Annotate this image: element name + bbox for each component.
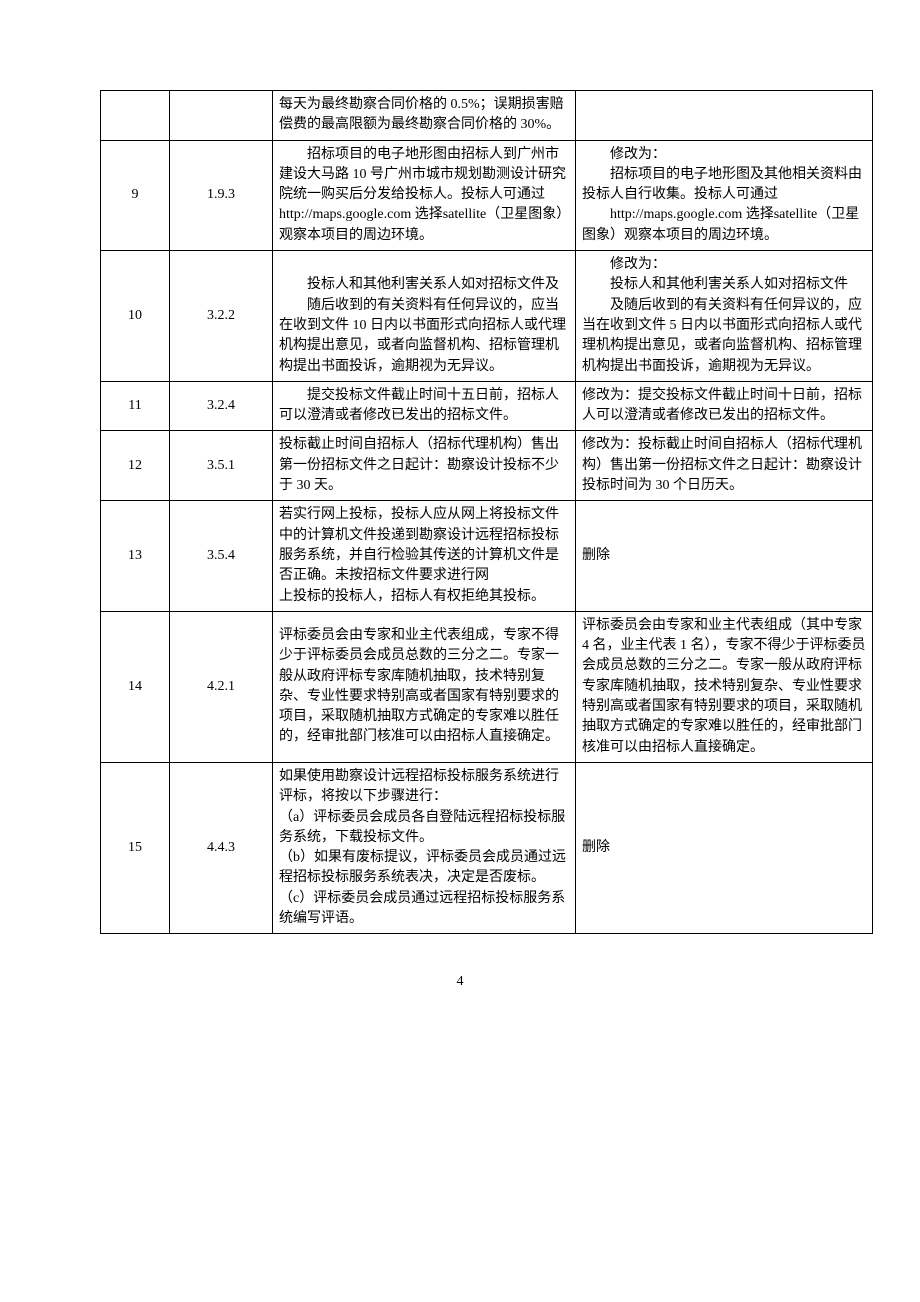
cell-modified: 修改为： 招标项目的电子地形图及其他相关资料由投标人自行收集。投标人可通过 ht… [576,140,873,250]
orig-para: http://maps.google.com 选择satellite（卫星图象）… [279,207,563,242]
cell-num [101,91,170,141]
table-row: 12 3.5.1 投标截止时间自招标人（招标代理机构）售出第一份招标文件之日起计… [101,431,873,501]
cell-num: 10 [101,251,170,382]
cell-modified: 修改为：投标截止时间自招标人（招标代理机构）售出第一份招标文件之日起计：勘察设计… [576,431,873,501]
cell-num: 15 [101,762,170,933]
mod-para: 招标项目的电子地形图及其他相关资料由投标人自行收集。投标人可通过 [582,165,866,206]
cell-modified: 删除 [576,762,873,933]
cell-section [170,91,273,141]
cell-section: 4.2.1 [170,611,273,762]
cell-section: 3.5.4 [170,501,273,611]
mod-para: http://maps.google.com 选择satellite（卫星图象）… [582,207,859,242]
mod-para: 投标人和其他利害关系人如对招标文件 [582,275,866,295]
table-row: 15 4.4.3 如果使用勘察设计远程招标投标服务系统进行评标，将按以下步骤进行… [101,762,873,933]
orig-para: 提交投标文件截止时间十五日前，招标人可以澄清或者修改已发出的招标文件。 [279,386,569,427]
cell-original: 若实行网上投标，投标人应从网上将投标文件中的计算机文件投递到勘察设计远程招标投标… [273,501,576,611]
cell-section: 3.2.4 [170,381,273,431]
cell-num: 13 [101,501,170,611]
cell-original: 提交投标文件截止时间十五日前，招标人可以澄清或者修改已发出的招标文件。 [273,381,576,431]
cell-num: 9 [101,140,170,250]
table-row: 10 3.2.2 投标人和其他利害关系人如对招标文件及 随后收到的有关资料有任何… [101,251,873,382]
table-row: 每天为最终勘察合同价格的 0.5%；误期损害赔偿费的最高限额为最终勘察合同价格的… [101,91,873,141]
cell-original: 如果使用勘察设计远程招标投标服务系统进行评标，将按以下步骤进行： （a）评标委员… [273,762,576,933]
cell-num: 12 [101,431,170,501]
orig-para: 招标项目的电子地形图由招标人到广州市建设大马路 10 号广州市城市规划勘测设计研… [279,145,569,206]
cell-section: 1.9.3 [170,140,273,250]
cell-original: 招标项目的电子地形图由招标人到广州市建设大马路 10 号广州市城市规划勘测设计研… [273,140,576,250]
table-row: 13 3.5.4 若实行网上投标，投标人应从网上将投标文件中的计算机文件投递到勘… [101,501,873,611]
cell-modified [576,91,873,141]
cell-section: 4.4.3 [170,762,273,933]
cell-original: 投标截止时间自招标人（招标代理机构）售出第一份招标文件之日起计：勘察设计投标不少… [273,431,576,501]
cell-original: 投标人和其他利害关系人如对招标文件及 随后收到的有关资料有任何异议的，应当在收到… [273,251,576,382]
mod-label: 修改为： [582,145,866,165]
cell-original: 每天为最终勘察合同价格的 0.5%；误期损害赔偿费的最高限额为最终勘察合同价格的… [273,91,576,141]
cell-num: 14 [101,611,170,762]
cell-section: 3.5.1 [170,431,273,501]
orig-para: 投标人和其他利害关系人如对招标文件及 [279,275,569,295]
cell-original: 评标委员会由专家和业主代表组成，专家不得少于评标委员会成员总数的三分之二。专家一… [273,611,576,762]
table-row: 9 1.9.3 招标项目的电子地形图由招标人到广州市建设大马路 10 号广州市城… [101,140,873,250]
mod-para: 及随后收到的有关资料有任何异议的，应当在收到文件 5 日内以书面形式向招标人或代… [582,296,866,377]
mod-label: 修改为： [582,255,866,275]
orig-para: 随后收到的有关资料有任何异议的，应当在收到文件 10 日内以书面形式向招标人或代… [279,296,569,377]
cell-modified: 评标委员会由专家和业主代表组成（其中专家 4 名，业主代表 1 名），专家不得少… [576,611,873,762]
table-row: 11 3.2.4 提交投标文件截止时间十五日前，招标人可以澄清或者修改已发出的招… [101,381,873,431]
amendments-table: 每天为最终勘察合同价格的 0.5%；误期损害赔偿费的最高限额为最终勘察合同价格的… [100,90,873,934]
cell-modified: 删除 [576,501,873,611]
cell-modified: 修改为：提交投标文件截止时间十日前，招标人可以澄清或者修改已发出的招标文件。 [576,381,873,431]
cell-num: 11 [101,381,170,431]
cell-section: 3.2.2 [170,251,273,382]
cell-modified: 修改为： 投标人和其他利害关系人如对招标文件 及随后收到的有关资料有任何异议的，… [576,251,873,382]
page-number: 4 [100,974,820,990]
table-row: 14 4.2.1 评标委员会由专家和业主代表组成，专家不得少于评标委员会成员总数… [101,611,873,762]
